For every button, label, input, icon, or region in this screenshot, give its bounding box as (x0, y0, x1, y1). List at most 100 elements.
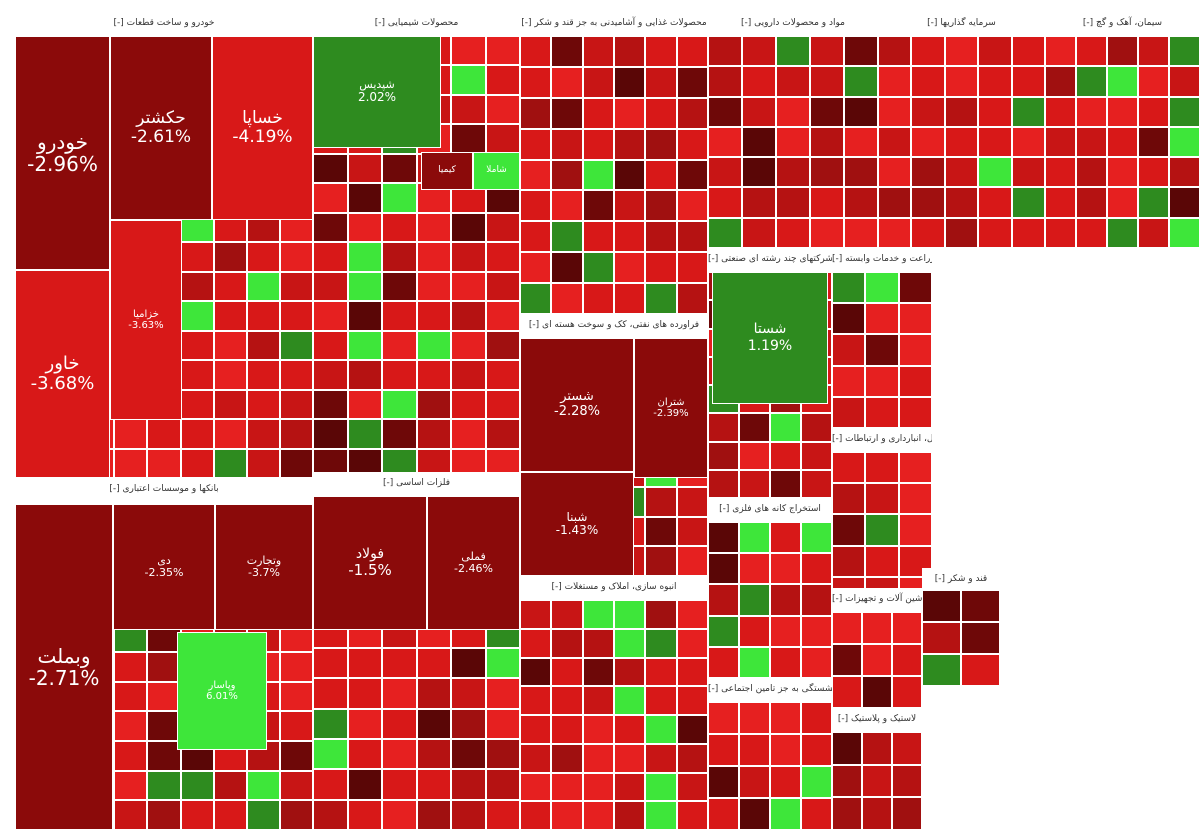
treemap-tile (147, 419, 181, 449)
treemap-tile (892, 764, 922, 798)
treemap-tile (739, 615, 770, 647)
treemap-tile (645, 66, 677, 98)
treemap-tile (614, 657, 646, 687)
stock-tile[interactable]: وبملت -2.71% (15, 504, 113, 830)
treemap-tile (1011, 96, 1045, 127)
treemap-tile (878, 157, 912, 188)
treemap-tile (213, 301, 247, 331)
treemap-tile (801, 646, 832, 678)
treemap-tile (832, 797, 862, 830)
treemap-tile (614, 772, 646, 802)
treemap-tile (347, 799, 382, 830)
treemap-tile (451, 36, 486, 66)
treemap-tile (451, 678, 486, 709)
treemap-tile (485, 330, 520, 361)
treemap-tile (708, 553, 739, 585)
treemap-tile (676, 628, 708, 658)
treemap-tile (1138, 96, 1169, 127)
treemap-tile (676, 801, 708, 830)
treemap-tile (832, 732, 862, 765)
treemap-tile (416, 678, 451, 709)
treemap-tile (347, 183, 382, 213)
treemap-tile (246, 301, 280, 331)
treemap-tile (451, 124, 486, 154)
treemap-tile (213, 360, 247, 390)
stock-tile[interactable]: فملی -2.46% (427, 496, 520, 630)
treemap-tile (801, 615, 832, 647)
stock-tile[interactable]: خودرو -2.96% (15, 36, 110, 270)
stock-tile[interactable]: شاملا (473, 152, 520, 190)
stock-tile[interactable]: شپدیس 2.02% (313, 36, 441, 148)
treemap-tile (313, 330, 348, 361)
stock-change: -3.7% (248, 565, 280, 579)
treemap-tile (1011, 157, 1045, 188)
treemap-tile (279, 652, 313, 682)
treemap-tile (832, 303, 866, 335)
treemap-tile (213, 419, 247, 449)
treemap-tile (614, 66, 646, 98)
treemap-tile (213, 800, 247, 830)
stock-symbol: شتران (657, 396, 685, 408)
stock-tile[interactable]: شتران -2.39% (634, 338, 708, 478)
stock-tile[interactable]: خساپا -4.19% (212, 36, 313, 220)
treemap-tile (614, 252, 646, 284)
treemap-tile (676, 252, 708, 284)
treemap-tile (180, 330, 214, 361)
treemap-tile (213, 389, 247, 420)
treemap-tile (451, 799, 486, 830)
treemap-tile (739, 584, 770, 616)
treemap-tile (865, 272, 899, 304)
treemap-tile (520, 715, 552, 744)
treemap-tile (770, 734, 801, 766)
stock-tile[interactable]: شبنا -1.43% (520, 472, 634, 576)
sector-header: [-] قند و شکر (922, 568, 1000, 590)
treemap-tile (614, 97, 646, 129)
treemap-tile (742, 36, 776, 67)
stock-tile[interactable]: فولاد -1.5% (313, 496, 427, 630)
stock-tile[interactable]: شستا 1.19% (712, 272, 828, 404)
treemap-tile (180, 301, 214, 331)
treemap-tile (382, 153, 417, 184)
stock-tile[interactable]: حکشتر -2.61% (110, 36, 212, 220)
stock-tile[interactable]: وپاسار 6.01% (177, 632, 267, 750)
treemap-tile (878, 36, 912, 67)
treemap-tile (832, 272, 866, 304)
treemap-tile (246, 330, 280, 361)
treemap-tile (313, 799, 348, 830)
sector-header: [-] محصولات شیمیایی (313, 12, 520, 36)
treemap-tile (776, 217, 810, 248)
treemap-tile (582, 600, 614, 629)
treemap-tile (520, 772, 552, 802)
stock-symbol: شاملا (486, 165, 507, 176)
treemap-tile (451, 738, 486, 770)
stock-tile[interactable]: شستر -2.28% (520, 338, 634, 472)
treemap-tile (770, 522, 801, 554)
stock-tile[interactable]: کیمیا (421, 152, 473, 190)
treemap-tile (520, 97, 552, 129)
treemap-tile (485, 799, 520, 830)
treemap-tile (878, 217, 912, 248)
treemap-tile (865, 483, 899, 515)
stock-tile[interactable]: خزامیا -3.63% (110, 220, 182, 420)
treemap-tile (114, 681, 148, 712)
treemap-tile (551, 801, 583, 830)
treemap-tile (739, 553, 770, 585)
treemap-tile (313, 678, 348, 709)
treemap-tile (676, 128, 708, 160)
stock-tile[interactable]: دی -2.35% (113, 504, 215, 630)
treemap-tile (485, 389, 520, 420)
stock-tile[interactable]: خاور -3.68% (15, 270, 110, 478)
treemap-tile (708, 798, 739, 830)
stock-change: -4.19% (232, 126, 293, 147)
treemap-tile (776, 187, 810, 218)
treemap-tile (645, 221, 677, 253)
stock-change: -2.35% (144, 565, 184, 579)
treemap-tile (898, 514, 932, 546)
stock-symbol: دی (157, 553, 171, 567)
treemap-tile (347, 419, 382, 449)
treemap-tile (1138, 187, 1169, 218)
stock-tile[interactable]: وتجارت -3.7% (215, 504, 313, 630)
treemap-tile (776, 96, 810, 127)
treemap-tile (776, 126, 810, 158)
treemap-tile (1169, 66, 1200, 97)
